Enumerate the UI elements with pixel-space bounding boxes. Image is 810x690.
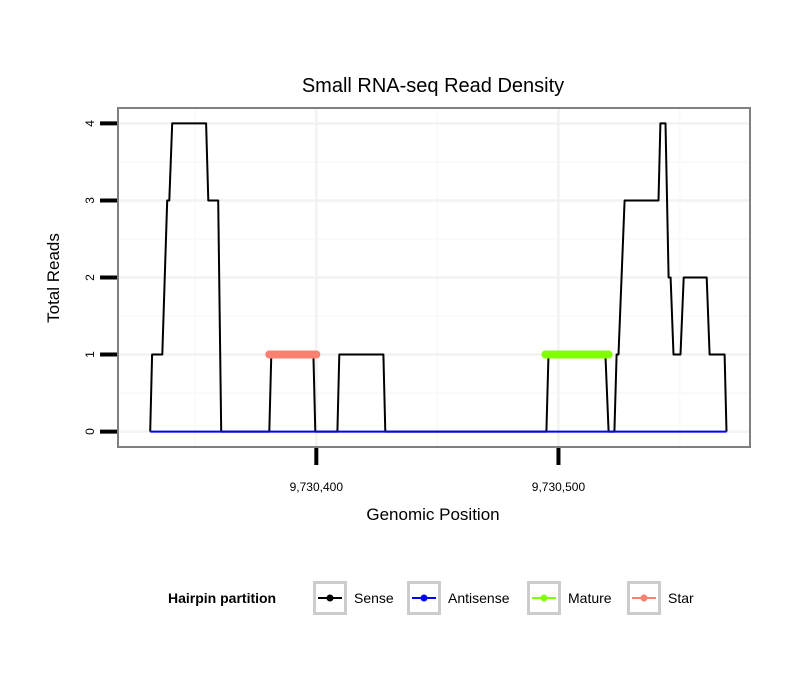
- legend-key-point: [640, 594, 648, 602]
- legend-label: Mature: [568, 590, 612, 606]
- x-axis-title: Genomic Position: [366, 505, 499, 524]
- x-tick-label: 9,730,500: [532, 480, 586, 494]
- legend-item-sense: Sense: [313, 581, 394, 615]
- legend-label: Antisense: [448, 590, 510, 606]
- legend-title: Hairpin partition: [168, 590, 276, 606]
- x-tick-label: 9,730,400: [290, 480, 344, 494]
- legend-label: Star: [668, 590, 694, 606]
- y-tick-label: 0: [83, 428, 97, 435]
- legend-item-antisense: Antisense: [407, 581, 510, 615]
- legend-key-point: [326, 594, 334, 602]
- legend-key: [527, 581, 561, 615]
- y-tick-label: 3: [83, 197, 97, 204]
- y-tick-label: 2: [83, 274, 97, 281]
- legend-key-point: [540, 594, 548, 602]
- x-axis: 9,730,400 9,730,500: [290, 448, 586, 494]
- y-tick-label: 4: [83, 120, 97, 127]
- legend-item-mature: Mature: [527, 581, 612, 615]
- y-axis: 0 1 2 3 4: [83, 120, 117, 435]
- legend-key-point: [420, 594, 428, 602]
- series-layer: [149, 122, 728, 433]
- y-tick-label: 1: [83, 351, 97, 358]
- chart-title: Small RNA-seq Read Density: [302, 75, 564, 97]
- plot-panel: [117, 107, 751, 448]
- legend-label: Sense: [354, 590, 394, 606]
- series-line-sense: [149, 122, 728, 433]
- y-axis-title: Total Reads: [44, 233, 63, 323]
- legend: Hairpin partition Sense Antisense Mature St…: [168, 581, 694, 615]
- legend-item-star: Star: [627, 581, 694, 615]
- panel-border: [117, 107, 751, 448]
